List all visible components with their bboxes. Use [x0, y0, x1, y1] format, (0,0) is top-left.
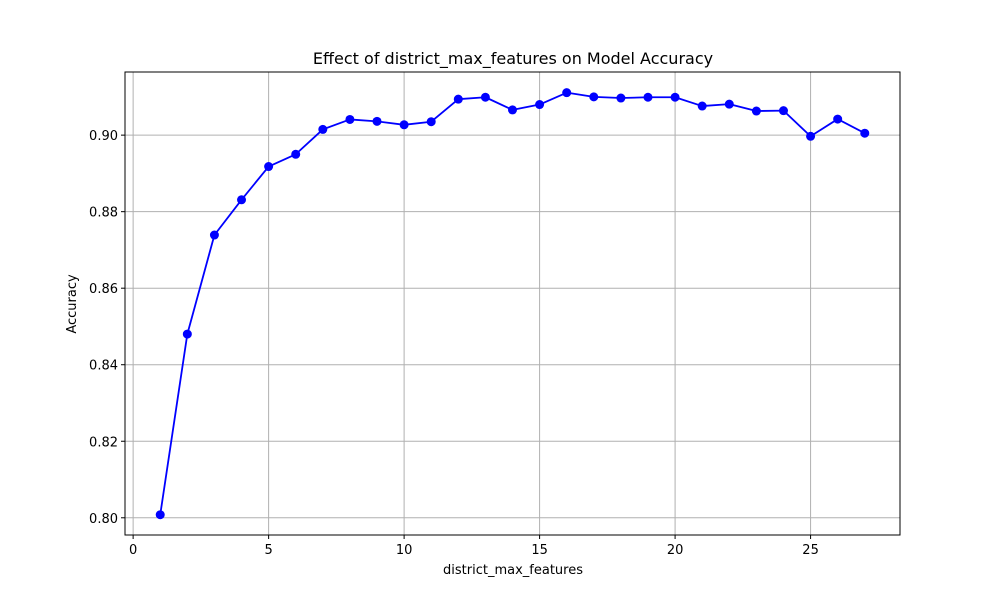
data-point [778, 106, 788, 116]
data-point [806, 131, 816, 141]
y-tick-label: 0.82 [89, 435, 118, 450]
x-tick-label: 20 [667, 543, 684, 558]
grid-layer [125, 72, 900, 535]
data-point [833, 114, 843, 124]
data-point [264, 162, 274, 172]
data-point [426, 117, 436, 127]
data-point [751, 106, 761, 116]
data-point [155, 510, 165, 520]
data-point [697, 101, 707, 111]
data-point [291, 149, 301, 159]
data-point [318, 124, 328, 134]
x-tick-label: 15 [531, 543, 548, 558]
data-point [643, 92, 653, 102]
y-tick-label: 0.86 [89, 282, 118, 297]
y-axis-label: Accuracy [65, 274, 80, 334]
series-layer [155, 88, 870, 520]
plot-frame [124, 71, 901, 536]
data-point [724, 99, 734, 109]
data-point [480, 92, 490, 102]
data-point [345, 114, 355, 124]
x-tick-label: 0 [129, 543, 137, 558]
y-tick-label: 0.84 [89, 359, 118, 374]
data-point [535, 100, 545, 110]
x-tick-label: 10 [396, 543, 413, 558]
data-point [508, 105, 517, 115]
y-tick-label: 0.90 [89, 129, 118, 144]
data-point [562, 88, 572, 98]
data-point [453, 94, 463, 104]
tick-layer: 0 5 10 15 20 25 0.80 0.82 0.84 0.86 0.88 0.90 [89, 129, 819, 558]
data-point [589, 92, 599, 102]
data-point [372, 116, 382, 126]
data-point [237, 195, 247, 205]
data-point [670, 92, 680, 102]
x-tick-label: 25 [802, 543, 819, 558]
y-tick-label: 0.88 [89, 206, 118, 221]
data-point [399, 120, 409, 130]
x-tick-label: 5 [264, 543, 272, 558]
chart-title: Effect of district_max_features on Model… [313, 49, 713, 69]
data-point [182, 329, 192, 339]
x-axis-label: district_max_features [443, 563, 583, 578]
data-point [616, 93, 626, 103]
data-point [209, 230, 219, 240]
data-point [860, 128, 870, 138]
y-tick-label: 0.80 [89, 512, 118, 527]
